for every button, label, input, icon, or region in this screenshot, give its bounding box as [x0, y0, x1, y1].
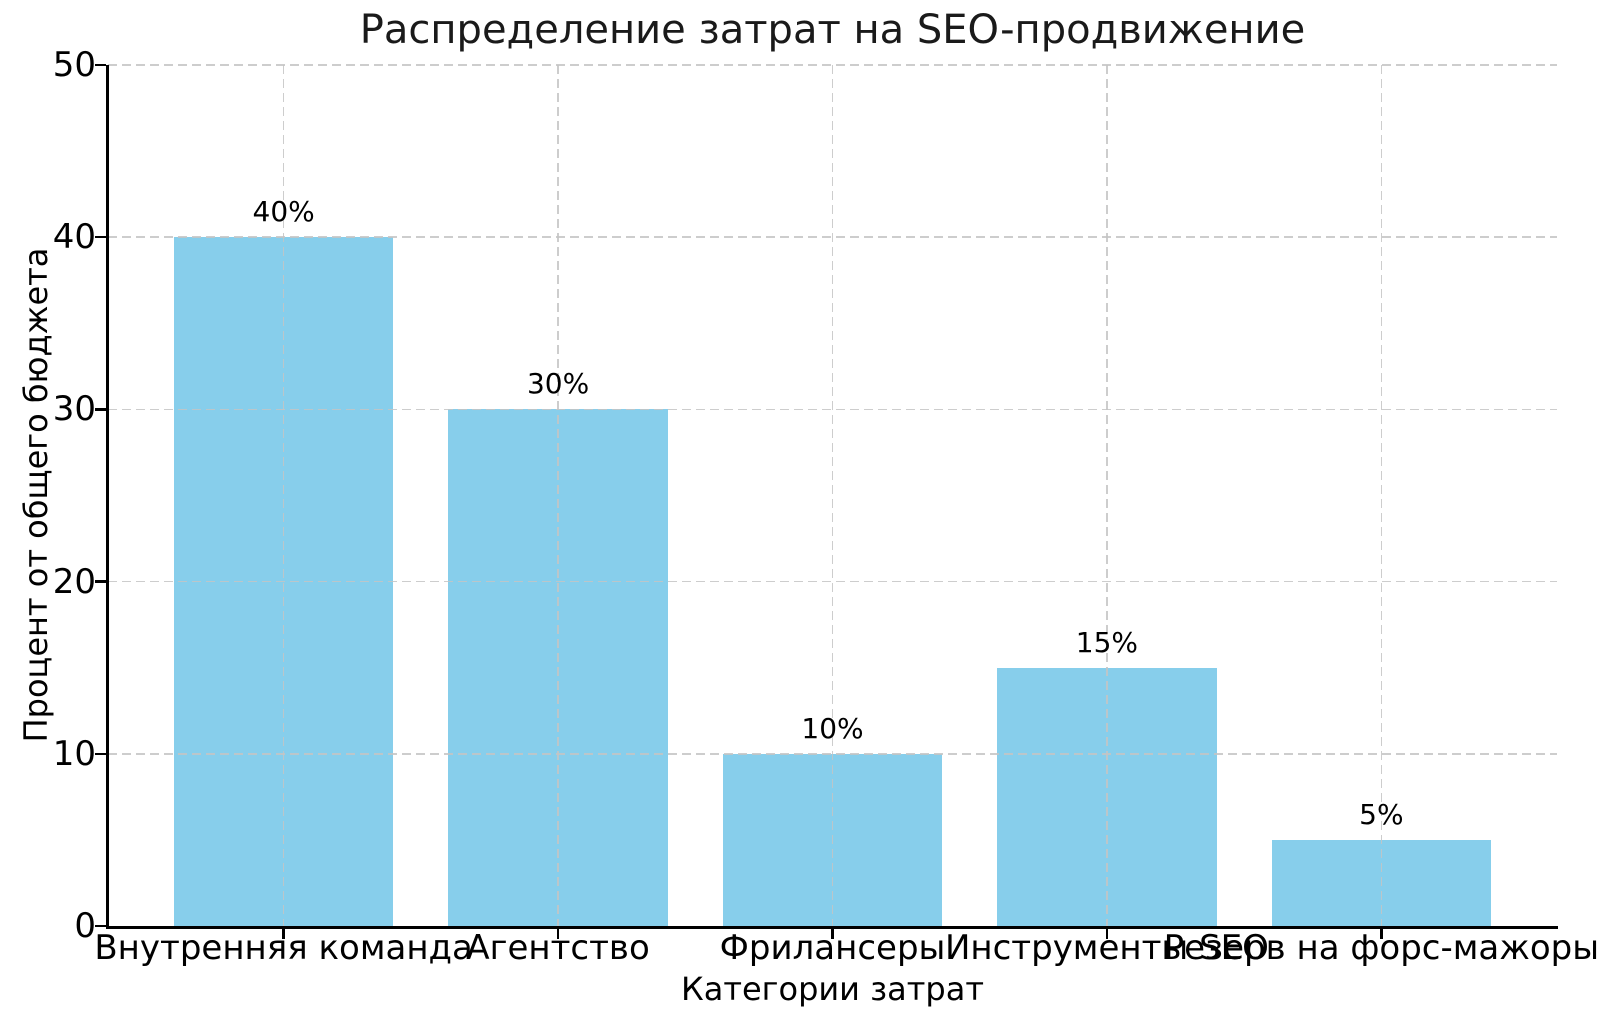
bar-value-label: 40%	[252, 195, 315, 229]
x-tick-mark	[831, 929, 834, 939]
y-tick-label: 20	[52, 561, 96, 602]
x-tick-label: Агентство	[466, 928, 650, 968]
y-tick-label: 10	[52, 733, 96, 774]
gridline-vertical	[831, 65, 834, 926]
y-tick-mark	[95, 580, 106, 583]
y-tick-mark	[95, 235, 106, 239]
gridline-vertical	[1106, 65, 1108, 926]
x-axis-label: Категории затрат	[681, 970, 984, 1008]
bar-value-label: 10%	[801, 711, 864, 745]
y-tick-mark	[95, 924, 106, 928]
y-tick-label: 50	[52, 45, 96, 85]
x-tick-label: Внутренняя команда	[94, 928, 473, 968]
x-tick-mark	[1105, 929, 1109, 939]
gridline-vertical	[1380, 65, 1383, 926]
bar-value-label: 15%	[1075, 625, 1139, 659]
x-tick-mark	[282, 929, 285, 939]
y-tick-mark	[95, 752, 106, 756]
x-tick-label: Фрилансеры	[719, 928, 946, 968]
gridline-vertical	[557, 65, 559, 926]
chart-title: Распределение затрат на SEO-продвижение	[359, 7, 1306, 53]
y-axis-label: Процент от общего бюджета	[17, 247, 55, 743]
x-tick-label: Резерв на форс-мажоры	[1163, 928, 1600, 968]
y-tick-label: 30	[52, 389, 96, 430]
y-tick-label: 40	[52, 217, 96, 258]
y-tick-mark	[95, 408, 106, 411]
y-axis-spine	[106, 65, 109, 929]
gridline-vertical	[282, 65, 285, 926]
x-axis-spine	[106, 926, 1558, 929]
x-tick-mark	[556, 929, 560, 939]
bar-value-label: 30%	[526, 367, 590, 401]
y-tick-label: 0	[74, 906, 96, 946]
bar-value-label: 5%	[1359, 797, 1404, 831]
x-tick-mark	[1380, 929, 1383, 939]
y-tick-mark	[95, 63, 106, 67]
x-tick-label: Инструменты SEO	[944, 928, 1269, 968]
